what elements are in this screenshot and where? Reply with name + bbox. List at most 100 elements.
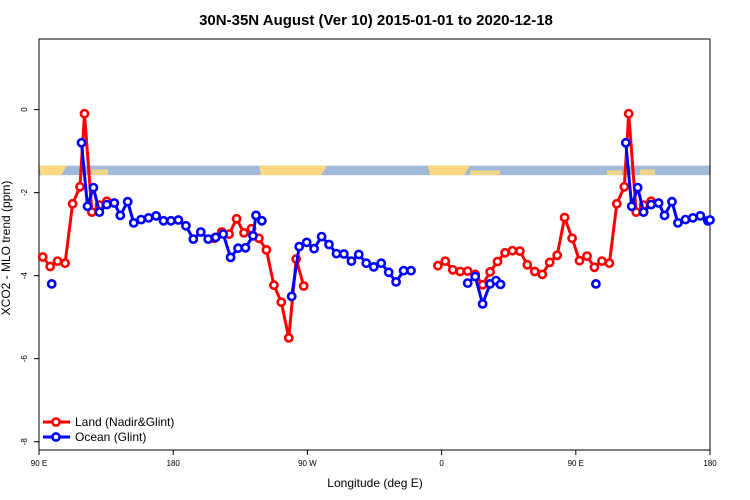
y-tick-label: -6	[20, 355, 29, 363]
data-point	[251, 210, 261, 221]
data-point	[667, 196, 677, 207]
data-point	[406, 265, 416, 276]
data-point	[60, 258, 70, 269]
data-point	[611, 198, 622, 209]
legend-label: Land (Nadir&Glint)	[75, 415, 174, 429]
data-point	[256, 215, 267, 226]
series-ocean-glint	[46, 137, 715, 309]
data-point	[632, 182, 643, 193]
data-point	[529, 266, 540, 277]
data-point	[195, 227, 206, 237]
data-point	[82, 201, 93, 212]
data-point	[619, 181, 630, 192]
data-point	[46, 278, 57, 289]
legend-item: Ocean (Glint)	[43, 430, 146, 444]
data-point	[492, 256, 503, 267]
data-point	[447, 264, 458, 275]
land-band-1	[92, 169, 108, 176]
legend-item: Land (Nadir&Glint)	[43, 415, 174, 429]
y-tick-label: -4	[20, 272, 29, 280]
data-point	[309, 243, 319, 254]
data-point	[507, 245, 518, 256]
land-band-5	[607, 170, 622, 176]
data-point	[659, 210, 670, 221]
data-point	[67, 198, 78, 209]
data-point	[115, 210, 126, 221]
data-point	[122, 196, 133, 207]
data-point	[495, 279, 506, 290]
land-band-6	[640, 169, 655, 176]
data-point	[582, 251, 592, 261]
x-tick-label: 90 W	[298, 459, 317, 468]
data-point	[470, 271, 481, 282]
data-point	[522, 259, 533, 270]
data-point	[166, 215, 176, 226]
data-point	[391, 276, 401, 287]
data-point	[79, 108, 90, 119]
data-point	[695, 210, 706, 221]
data-point	[261, 244, 272, 255]
data-point	[574, 255, 585, 266]
data-point	[37, 252, 48, 262]
legend-label: Ocean (Glint)	[75, 430, 146, 444]
data-point	[76, 137, 87, 148]
data-point	[218, 229, 229, 239]
data-point	[440, 256, 451, 266]
data-point	[101, 199, 112, 210]
data-point	[688, 212, 698, 223]
data-point	[180, 220, 191, 231]
data-point	[225, 252, 236, 263]
data-point	[537, 269, 548, 280]
data-point	[376, 258, 387, 269]
data-point	[151, 210, 161, 221]
data-point	[462, 278, 473, 288]
data-point	[143, 212, 154, 223]
data-point	[88, 182, 99, 193]
y-axis-title: XCO2 - MLO trend (ppm)	[0, 181, 13, 316]
data-point	[294, 241, 305, 252]
data-point	[705, 215, 715, 225]
data-point	[316, 231, 327, 242]
data-point	[589, 262, 600, 273]
data-point	[276, 297, 287, 308]
data-point	[324, 239, 334, 250]
x-axis: 90 E 180 90 W 0 90 E 180	[31, 450, 717, 468]
land-band-3	[428, 165, 470, 176]
data-point	[653, 198, 664, 208]
data-point	[94, 207, 105, 217]
data-point	[552, 250, 563, 261]
data-point	[673, 217, 683, 228]
data-point	[301, 237, 312, 248]
data-point	[477, 279, 488, 290]
data-point	[477, 298, 488, 309]
ocean-band	[39, 165, 710, 176]
x-tick-label: 0	[439, 459, 444, 468]
series-land-nadir-glint	[37, 108, 656, 343]
data-point	[680, 214, 691, 225]
data-point	[268, 280, 279, 291]
data-point	[383, 267, 394, 278]
land-band-2	[259, 165, 327, 176]
data-point	[638, 207, 649, 217]
data-point	[559, 212, 570, 223]
x-tick-label: 180	[167, 459, 181, 468]
data-point	[52, 256, 63, 266]
y-tick-label: -2	[20, 189, 29, 197]
data-point	[368, 261, 379, 272]
legend-marker	[51, 432, 61, 442]
data-point	[620, 137, 631, 148]
data-point	[136, 214, 146, 225]
land-ocean-band	[39, 165, 710, 176]
data-point	[173, 215, 184, 225]
data-point	[646, 199, 656, 210]
land-band-0	[39, 165, 67, 176]
data-point	[567, 233, 577, 244]
data-point	[626, 201, 637, 212]
data-point	[591, 278, 601, 289]
plot-frame	[38, 38, 711, 451]
data-point	[109, 198, 120, 208]
data-point	[623, 108, 634, 119]
data-point	[239, 227, 249, 238]
series-layer	[37, 108, 715, 343]
